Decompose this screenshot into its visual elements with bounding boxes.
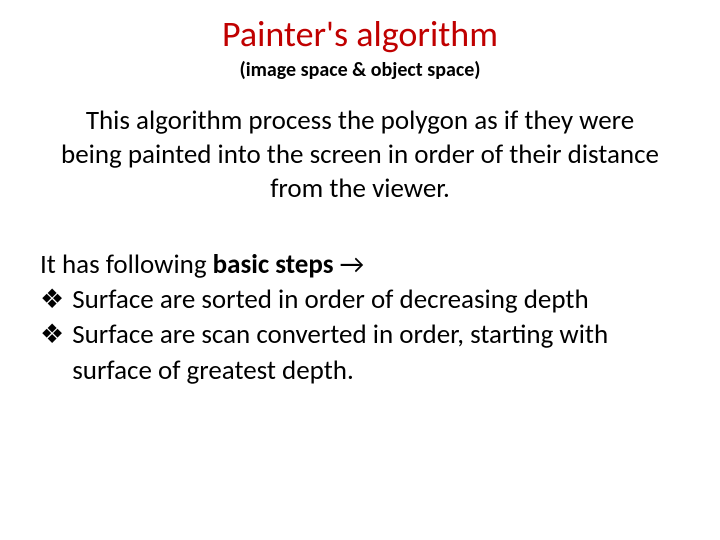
steps-lead-bold: basic steps: [213, 248, 340, 281]
list-item: ❖ Surface are scan converted in order, s…: [40, 317, 680, 387]
diamond-icon: ❖: [40, 282, 64, 317]
steps-lead-prefix: It has following: [40, 248, 213, 281]
bullet-list: ❖ Surface are sorted in order of decreas…: [30, 282, 690, 387]
bullet-text: Surface are scan converted in order, sta…: [72, 317, 680, 387]
steps-lead: It has following basic steps →: [30, 247, 690, 282]
steps-lead-arrow: →: [340, 248, 364, 281]
diamond-icon: ❖: [40, 317, 64, 352]
slide-title: Painter's algorithm: [30, 12, 690, 56]
bullet-text: Surface are sorted in order of decreasin…: [72, 282, 680, 317]
intro-paragraph: This algorithm process the polygon as if…: [30, 104, 690, 205]
slide: Painter's algorithm (image space & objec…: [0, 0, 720, 540]
list-item: ❖ Surface are sorted in order of decreas…: [40, 282, 680, 317]
slide-subtitle: (image space & object space): [30, 58, 690, 82]
